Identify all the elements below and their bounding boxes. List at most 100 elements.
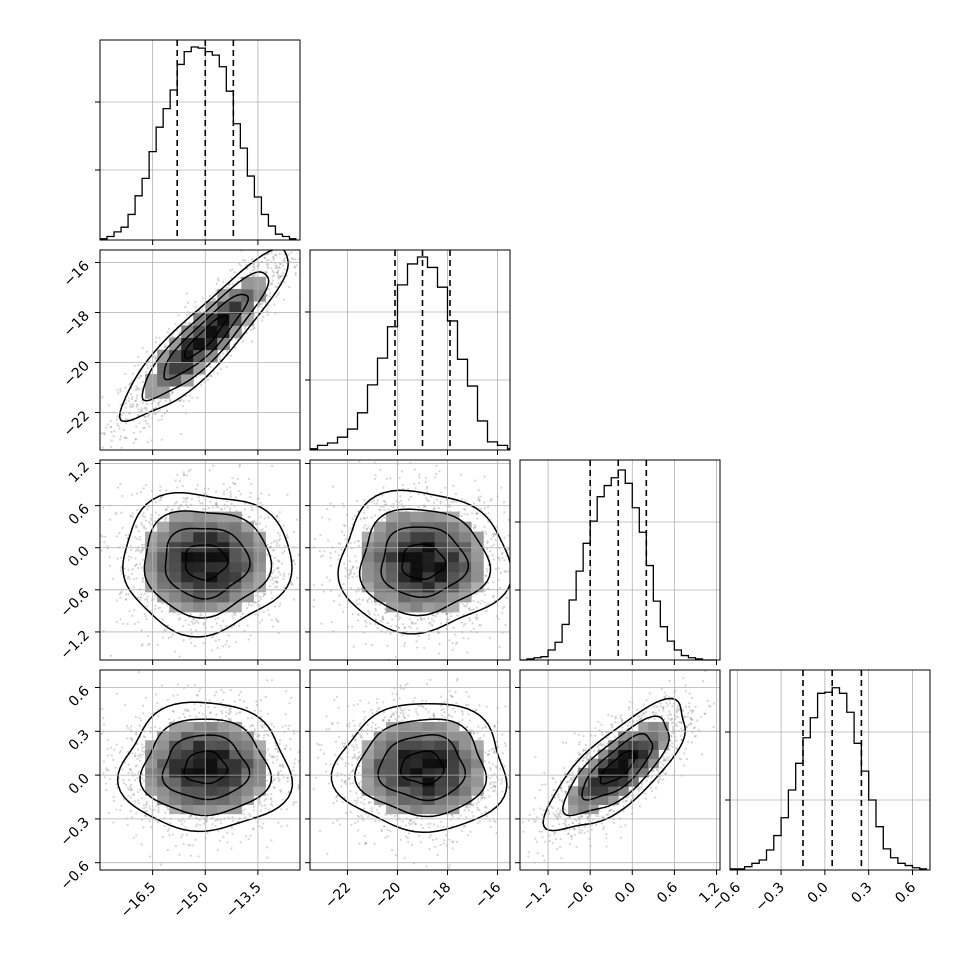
scatter-point [190,814,193,817]
scatter-point [398,616,402,620]
density-block [193,521,206,533]
density-block [618,786,629,796]
scatter-point [682,677,685,680]
scatter-point [399,711,402,715]
scatter-point [293,265,296,268]
scatter-point [134,754,137,757]
density-block [205,511,218,523]
scatter-point [202,642,205,645]
scatter-point [436,853,439,857]
scatter-point [160,610,163,613]
scatter-point [480,599,483,602]
scatter-point [468,619,472,622]
scatter-point [201,713,204,716]
density-block [434,541,448,553]
scatter-point [471,804,474,807]
scatter-point [260,492,263,495]
scatter-point [451,695,454,698]
contour-line [562,715,670,817]
scatter-point [500,486,503,489]
scatter-point [555,810,558,813]
scatter-point [277,520,281,523]
density-block [398,749,411,760]
scatter-point [187,684,190,687]
scatter-point [315,244,317,246]
scatter-point [442,825,445,828]
scatter-point [343,742,347,745]
scatter-point [410,819,413,822]
scatter-point [197,496,200,499]
scatter-point [685,725,689,728]
scatter-point [402,716,406,720]
scatter-point [154,604,157,607]
scatter-point [278,778,281,781]
scatter-point [704,712,707,715]
scatter-point [601,815,604,818]
scatter-point [144,806,148,809]
scatter-point [434,472,438,476]
scatter-point [353,821,357,825]
scatter-point [524,514,526,516]
scatter-point [447,867,450,870]
scatter-point [511,554,513,556]
scatter-point [358,781,361,784]
scatter-point [193,708,196,711]
scatter-point [305,734,307,736]
scatter-point [211,636,214,639]
scatter-point [473,526,476,529]
scatter-point [430,664,432,666]
scatter-point [278,262,281,265]
scatter-point [481,529,484,533]
scatter-point [170,508,173,511]
scatter-point [278,742,281,746]
scatter-point [104,782,108,785]
density-block [422,731,436,741]
scatter-point [216,617,220,620]
scatter-point [259,529,263,532]
scatter-point [268,808,271,811]
scatter-point [353,724,356,727]
density-frame-2-1 [309,459,511,661]
scatter-point [127,400,130,403]
scatter-point [212,298,215,302]
scatter-point [283,259,286,262]
scatter-point [86,566,88,568]
scatter-point [584,749,587,752]
scatter-point [357,772,360,775]
scatter-point [382,617,385,621]
scatter-point [349,790,352,793]
scatter-point [431,624,434,627]
scatter-point [498,768,502,771]
scatter-point [348,725,351,728]
scatter-point [272,779,275,782]
scatter-point [684,690,687,693]
scatter-point [219,367,223,371]
scatter-point [610,723,614,726]
density-block [373,749,387,760]
scatter-point [374,727,377,730]
scatter-point [522,699,524,701]
density-block [253,288,266,302]
scatter-point [272,785,275,789]
scatter-point [355,746,359,749]
scatter-point [674,722,678,726]
scatter-point [139,755,142,758]
density-block [446,571,460,583]
density-block [205,795,218,806]
scatter-point [149,807,152,810]
scatter-point [492,789,495,793]
scatter-point [467,607,471,610]
scatter-point [564,823,567,826]
scatter-point [581,759,584,762]
scatter-point [487,587,490,590]
scatter-point [338,594,341,597]
scatter-point [684,715,687,718]
scatter-point [197,499,201,502]
scatter-point [352,645,355,648]
scatter-point [742,674,744,676]
scatter-point [432,713,435,717]
scatter-point [444,486,447,489]
scatter-point [383,825,386,828]
scatter-point [313,575,315,577]
scatter-point [158,400,162,403]
